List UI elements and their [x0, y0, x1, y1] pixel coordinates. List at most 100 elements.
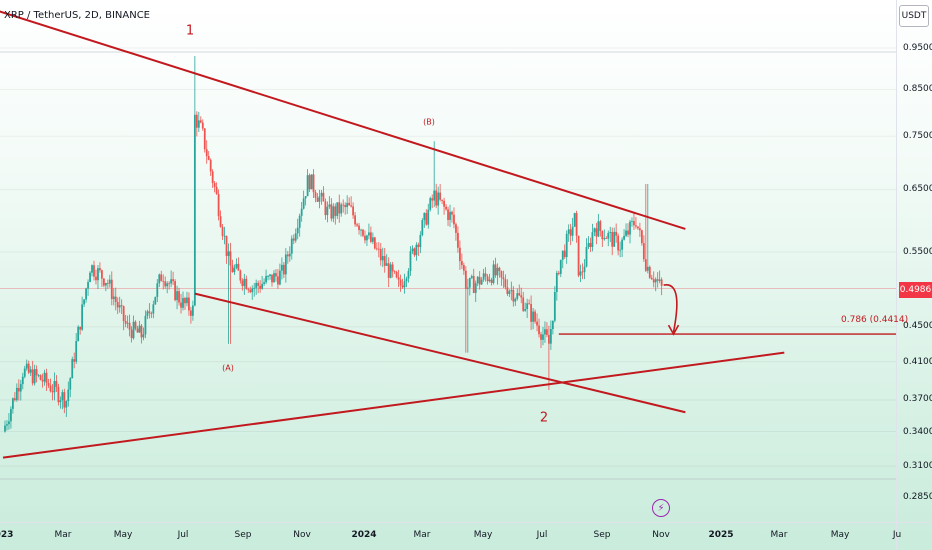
lightning-logo-icon[interactable]: ⚡ — [652, 499, 670, 517]
candle-body — [332, 206, 335, 219]
x-tick-label: 2025 — [708, 530, 734, 540]
candle-body — [350, 205, 353, 207]
candle-body — [528, 303, 531, 305]
candle-body — [524, 308, 527, 311]
candle-body — [368, 232, 370, 236]
candle-body — [459, 247, 461, 262]
candle-body — [644, 259, 647, 271]
candle-body — [348, 202, 351, 206]
candle-body — [593, 228, 596, 233]
candle-body — [31, 369, 34, 384]
candle-body — [215, 186, 218, 194]
candle-body — [211, 171, 214, 184]
candle-body — [21, 376, 24, 385]
candle-body — [417, 244, 420, 247]
candle-body — [401, 285, 404, 288]
candle-body — [362, 229, 364, 236]
candle-body — [425, 213, 428, 225]
candle-body — [405, 278, 408, 282]
x-tick-label: Sep — [593, 530, 611, 540]
candle-body — [29, 369, 32, 373]
candle-body — [67, 389, 70, 402]
candle-body — [255, 282, 258, 288]
candle-body — [561, 250, 564, 260]
candle-body — [470, 276, 473, 278]
candle-body — [6, 424, 8, 426]
candle-body — [12, 398, 14, 409]
candle-body — [225, 235, 228, 256]
candle-body — [118, 305, 121, 308]
candle-body — [85, 288, 87, 300]
candle-body — [490, 279, 493, 283]
candle-body — [275, 273, 277, 277]
candle-body — [178, 291, 180, 303]
y-tick-label: 0.6500 — [903, 184, 932, 194]
candle-body — [460, 261, 463, 266]
candle-body — [538, 325, 540, 335]
candle-body — [280, 264, 283, 271]
y-tick-label: 0.5500 — [903, 247, 932, 257]
candle-body — [551, 320, 554, 330]
time-axis-separator — [0, 522, 932, 523]
candle-body — [142, 334, 145, 338]
candle-body — [506, 287, 509, 294]
unit-badge[interactable]: USDT — [899, 5, 929, 27]
candle-body — [184, 298, 186, 304]
candle-body — [411, 248, 414, 252]
candle-body — [496, 267, 499, 276]
candle-body — [567, 229, 570, 234]
candle-body — [95, 276, 97, 281]
candle-body — [652, 279, 655, 283]
candle-body — [387, 263, 390, 278]
candle-body — [617, 235, 620, 251]
candle-body — [360, 229, 362, 231]
candle-body — [168, 283, 171, 285]
candle-body — [654, 279, 657, 283]
candle-body — [91, 265, 93, 273]
candle-body — [247, 288, 250, 290]
candle-body — [104, 283, 107, 286]
candle-body — [53, 381, 56, 393]
x-tick-label: May — [113, 530, 133, 540]
candle-body — [421, 220, 424, 235]
x-tick-label: Ju — [892, 530, 902, 540]
y-tick-label: 0.8500 — [903, 84, 932, 94]
candle-body — [41, 379, 44, 382]
candle-body — [500, 271, 503, 278]
candle-body — [71, 359, 74, 379]
candle-body — [89, 272, 91, 283]
candle-body — [635, 225, 637, 227]
candle-body — [197, 120, 200, 128]
candle-body — [633, 221, 635, 226]
candle-body — [601, 230, 604, 240]
candle-body — [207, 156, 210, 160]
trendline-lower — [2, 351, 785, 459]
candle-body — [569, 229, 572, 236]
candle-body — [482, 273, 485, 280]
candle-body — [205, 149, 208, 157]
candle-body — [235, 263, 238, 268]
candle-body — [575, 213, 578, 236]
candle-body — [587, 243, 590, 248]
candle-body — [162, 281, 165, 282]
x-tick-label: Mar — [413, 530, 431, 540]
candle-body — [186, 297, 188, 304]
candle-body — [10, 408, 12, 422]
y-tick-label: 0.9500 — [903, 43, 932, 53]
candle-body — [660, 279, 663, 286]
candle-body — [304, 196, 307, 199]
candle-body — [310, 174, 313, 190]
candle-body — [257, 282, 260, 286]
candle-body — [172, 279, 175, 282]
candle-body — [583, 266, 586, 273]
candle-body — [615, 231, 618, 236]
candle-body — [613, 231, 616, 247]
candle-body — [435, 190, 438, 206]
candle-body — [623, 235, 625, 240]
price-axis-separator — [896, 0, 897, 550]
x-tick-label: Nov — [293, 530, 311, 540]
candle-body — [658, 279, 661, 281]
candle-body — [646, 266, 649, 271]
candle-body — [480, 279, 483, 285]
